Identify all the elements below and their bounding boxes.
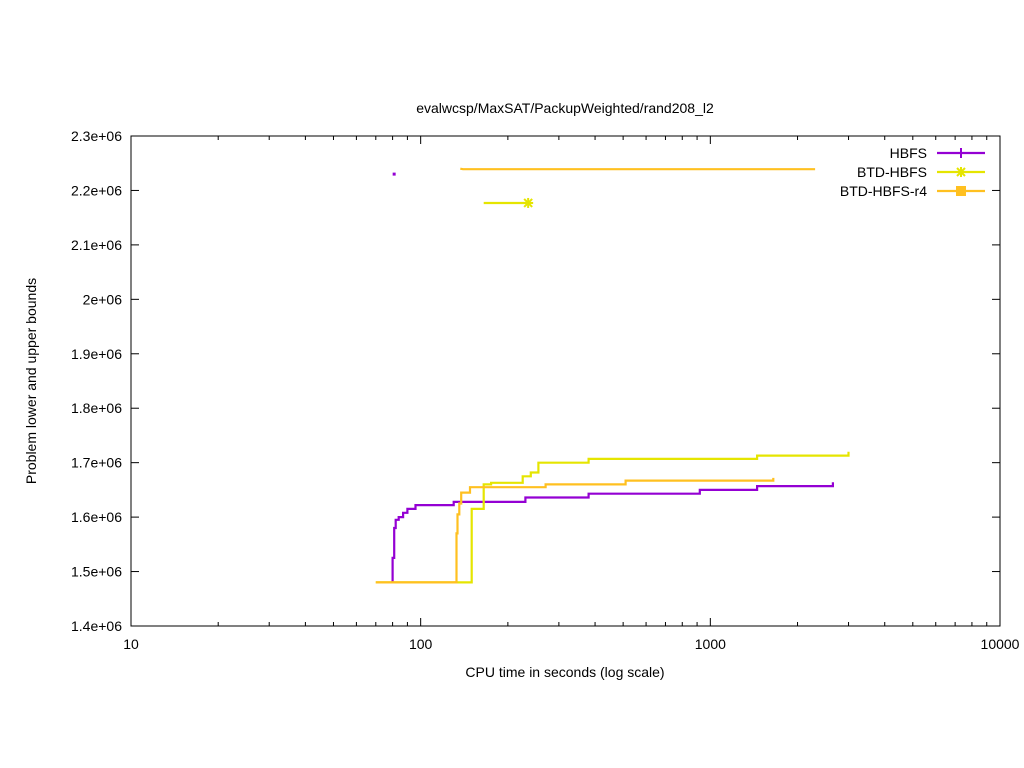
y-tick-label: 2.3e+06 xyxy=(71,128,122,144)
y-tick-label: 1.6e+06 xyxy=(71,509,122,525)
y-tick-label: 1.7e+06 xyxy=(71,455,122,471)
y-tick-label: 2.2e+06 xyxy=(71,182,122,198)
series-btd-hbfs xyxy=(375,197,850,584)
x-axis-label: CPU time in seconds (log scale) xyxy=(465,664,664,680)
series-btd-hbfs-r4 xyxy=(375,167,816,584)
legend: HBFS BTD-HBFS BTD-HBFS-r4 xyxy=(840,145,985,199)
y-tick-label: 1.5e+06 xyxy=(71,564,122,580)
x-tick-label: 10 xyxy=(123,636,139,652)
legend-marker xyxy=(956,148,966,158)
x-tick-label: 10000 xyxy=(981,636,1020,652)
legend-marker xyxy=(956,167,966,177)
y-tick-label: 1.8e+06 xyxy=(71,400,122,416)
legend-label: BTD-HBFS-r4 xyxy=(840,183,927,199)
y-tick-label: 2.1e+06 xyxy=(71,237,122,253)
y-tick-label: 1.9e+06 xyxy=(71,346,122,362)
y-axis-label: Problem lower and upper bounds xyxy=(23,278,39,484)
x-tick-label: 1000 xyxy=(695,636,726,652)
series-hbfs xyxy=(391,172,834,584)
chart-title: evalwcsp/MaxSAT/PackupWeighted/rand208_l… xyxy=(416,100,714,116)
legend-marker xyxy=(956,186,966,196)
legend-label: HBFS xyxy=(890,145,927,161)
series-lower-bound-line xyxy=(375,477,775,584)
x-tick-label: 100 xyxy=(409,636,433,652)
series-lower-bound-line xyxy=(375,451,850,584)
series-upper-bound-line xyxy=(460,167,816,171)
y-tick-label: 1.4e+06 xyxy=(71,618,122,634)
series-upper-bound-point xyxy=(392,172,396,176)
series-upper-bound-marker xyxy=(523,197,534,208)
series-lower-bound-line xyxy=(391,482,834,584)
y-tick-label: 2e+06 xyxy=(83,291,123,307)
plot-frame xyxy=(130,135,1001,627)
legend-label: BTD-HBFS xyxy=(857,164,927,180)
